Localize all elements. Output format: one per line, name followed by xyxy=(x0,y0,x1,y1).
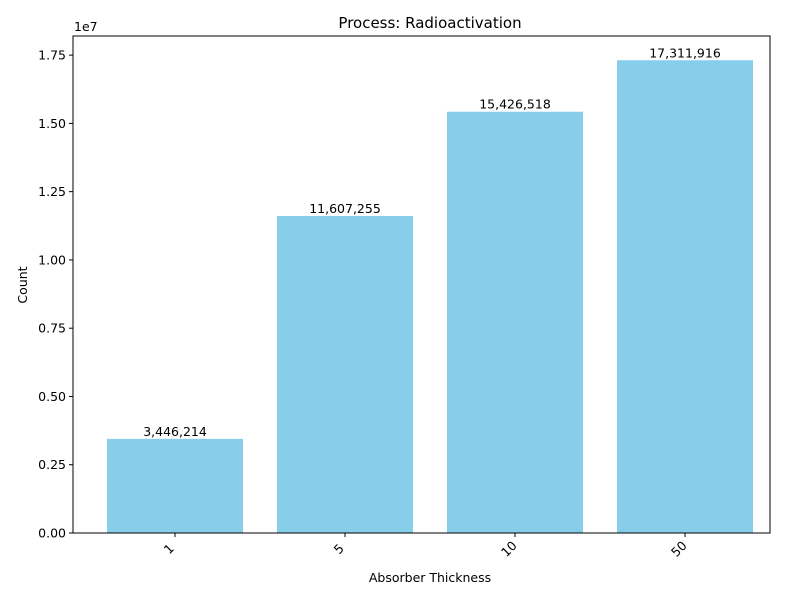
y-tick-label-1: 0.25 xyxy=(38,457,66,472)
chart-title: Process: Radioactivation xyxy=(338,14,521,32)
y-axis: 0.00 0.25 0.50 0.75 1.00 1.25 1.50 1.75 xyxy=(38,48,73,541)
bar-10 xyxy=(447,111,583,533)
y-axis-label: Count xyxy=(15,266,30,303)
data-label-50: 17,311,916 xyxy=(649,45,721,60)
x-tick-label-50: 50 xyxy=(668,538,690,560)
bars-layer xyxy=(107,60,753,533)
x-tick-label-5: 5 xyxy=(331,541,347,557)
bar-5 xyxy=(277,216,413,533)
x-tick-label-10: 10 xyxy=(498,538,520,560)
x-tick-label-1: 1 xyxy=(161,541,177,557)
data-label-1: 3,446,214 xyxy=(143,424,207,439)
bar-1 xyxy=(107,438,243,533)
x-axis: 1 5 10 50 xyxy=(161,533,690,560)
y-tick-label-6: 1.50 xyxy=(38,116,66,131)
y-tick-label-7: 1.75 xyxy=(38,48,66,63)
plot-frame xyxy=(72,35,771,534)
data-label-10: 15,426,518 xyxy=(479,97,551,112)
y-tick-label-3: 0.75 xyxy=(38,321,66,336)
bar-50 xyxy=(617,60,753,533)
y-tick-label-4: 1.00 xyxy=(38,252,66,267)
data-labels-layer: 3,446,214 11,607,255 15,426,518 17,311,916 xyxy=(143,45,721,439)
y-tick-label-2: 0.50 xyxy=(38,389,66,404)
data-label-5: 11,607,255 xyxy=(309,201,381,216)
y-offset-label: 1e7 xyxy=(74,19,98,34)
y-tick-label-5: 1.25 xyxy=(38,184,66,199)
y-tick-label-0: 0.00 xyxy=(38,526,66,541)
x-axis-label: Absorber Thickness xyxy=(369,570,491,585)
